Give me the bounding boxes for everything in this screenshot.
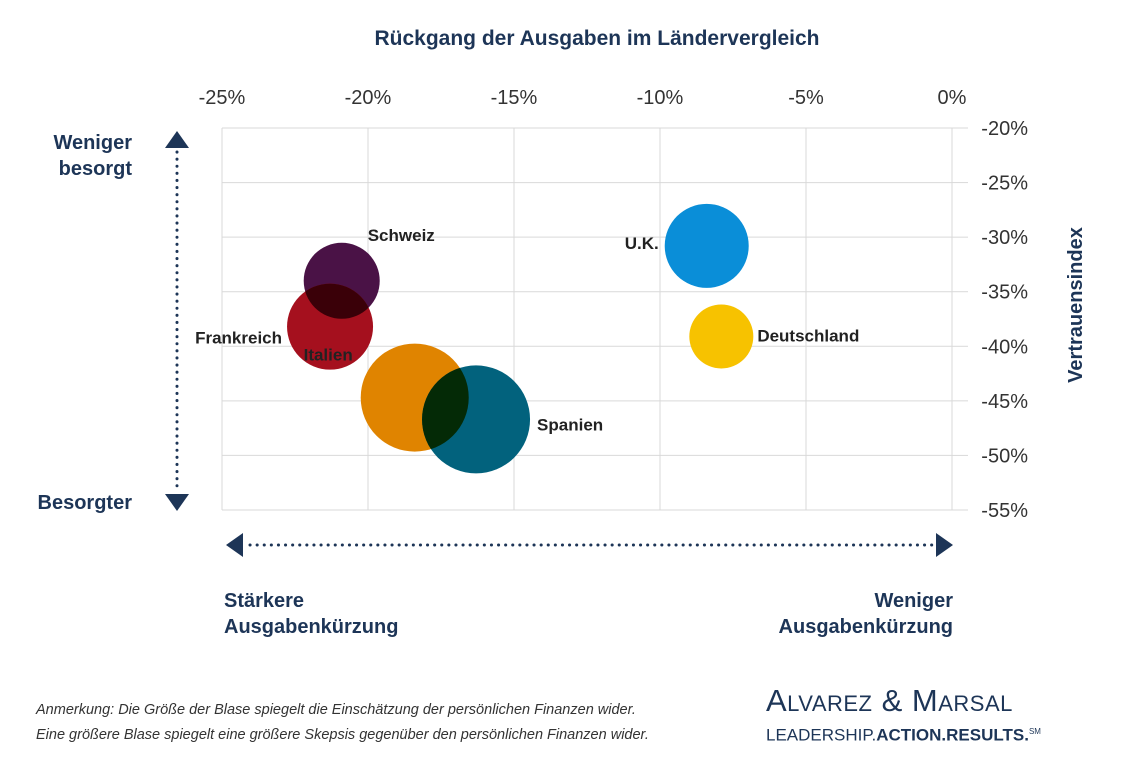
bubble-label-deutschland: Deutschland [757,326,859,345]
y-tick-label: -35% [981,282,1028,304]
label-weniger-ausgaben-line2: Ausgabenkürzung [779,616,953,638]
logo-name: Alvarez & Marsal [766,683,1013,718]
footnote-line-2: Eine größere Blase spiegelt eine größere… [36,727,649,743]
arrow-right-icon [936,533,953,557]
y-tick-label: -55% [981,500,1028,522]
x-tick-labels: -25% -20% -15% -10% -5% 0% [199,87,967,109]
service-mark: SM [1028,727,1041,736]
label-staerkere-line2: Ausgabenkürzung [224,616,398,638]
bubble-label-uk: U.K. [625,234,659,253]
logo-tagline: LEADERSHIP.ACTION.RESULTS.SM [766,721,1096,747]
arrow-down-icon [165,494,189,511]
y-tick-label: -40% [981,336,1028,358]
bubble-label-schweiz: Schweiz [368,226,435,245]
bubble-labels: Schweiz Frankreich Italien Spanien U.K. Deuts… [195,226,859,435]
x-tick-label: -25% [199,87,246,109]
y-tick-label: -25% [981,173,1028,195]
company-logo: Alvarez & Marsal LEADERSHIP.ACTION.RESUL… [766,684,1096,747]
label-weniger-besorgt-line1: Weniger [53,132,132,154]
arrow-left-icon [226,533,243,557]
y-tick-label: -50% [981,445,1028,467]
tagline-action: ACTION. [876,725,947,745]
logo-wordmark: Alvarez & Marsal [766,684,1096,718]
x-tick-label: -10% [637,87,684,109]
label-weniger-ausgaben-line1: Weniger [874,590,953,612]
bubble-label-italien: Italien [304,346,353,365]
y-tick-labels: -20% -25% -30% -35% -40% -45% -50% -55% [981,118,1028,522]
bubble-label-spanien: Spanien [537,415,603,434]
y-tick-label: -30% [981,227,1028,249]
bubble-label-frankreich: Frankreich [195,329,282,348]
y-tick-label: -45% [981,391,1028,413]
y-tick-label: -20% [981,118,1028,140]
x-tick-label: -15% [491,87,538,109]
vertical-direction-arrow [165,131,189,511]
label-besorgter: Besorgter [38,492,133,514]
label-staerkere-line1: Stärkere [224,590,304,612]
bubble-deutschland [689,304,754,369]
y-axis-title: Vertrauensindex [1065,227,1087,383]
arrow-up-icon [165,131,189,148]
tagline-results: RESULTS. [946,725,1029,745]
x-tick-label: -20% [345,87,392,109]
horizontal-direction-arrow [226,533,953,557]
grid-lines [221,127,968,511]
bubble-uk [664,203,749,288]
x-tick-label: 0% [938,87,967,109]
chart-title: Rückgang der Ausgaben im Ländervergleich [375,27,820,50]
tagline-leadership: LEADERSHIP. [766,725,877,745]
label-weniger-besorgt-line2: besorgt [59,158,133,180]
footnote-line-1: Anmerkung: Die Größe der Blase spiegelt … [36,702,636,718]
x-tick-label: -5% [788,87,824,109]
bubble-series [287,203,754,474]
